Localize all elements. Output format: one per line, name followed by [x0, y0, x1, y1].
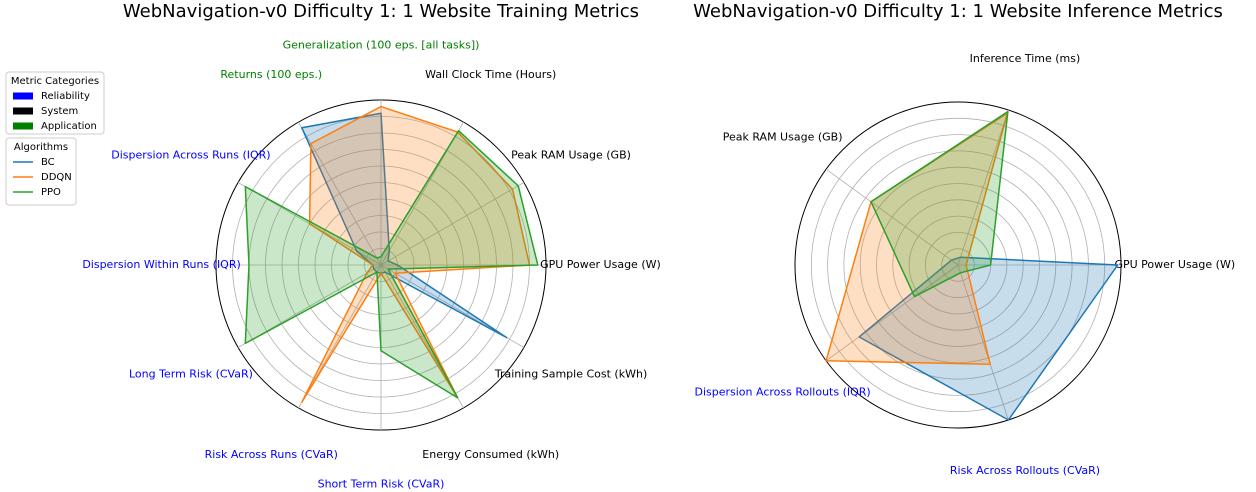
axis-label: Training Sample Cost (kWh): [494, 368, 647, 381]
legend-box: [5, 71, 105, 135]
axis-label: Energy Consumed (kWh): [422, 448, 559, 461]
radar-area: [825, 112, 1009, 365]
axis-label: Peak RAM Usage (GB): [511, 148, 631, 161]
axis-label: GPU Power Usage (W): [1114, 258, 1235, 271]
axis-label: Short Term Risk (CVaR): [318, 477, 445, 490]
axis-label: Generalization (100 eps. [all tasks]): [283, 39, 480, 52]
legend-label: System: [41, 106, 78, 117]
legend-title: Algorithms: [14, 142, 68, 153]
legend-swatch: [13, 92, 33, 100]
chart-title: WebNavigation-v0 Difficulty 1: 1 Website…: [693, 1, 1223, 22]
axis-label: Wall Clock Time (Hours): [425, 68, 556, 81]
axis-label: Risk Across Runs (CVaR): [205, 448, 338, 461]
legend-label: DDQN: [41, 172, 72, 183]
axis-label: Dispersion Across Rollouts (IQR): [694, 385, 870, 398]
axis-label: Dispersion Within Runs (IQR): [82, 258, 240, 271]
legend-label: Reliability: [41, 91, 90, 102]
radar-area: [858, 256, 1119, 421]
spoke: [298, 121, 382, 266]
legend-swatch: [13, 107, 33, 115]
radar-area: [244, 129, 539, 399]
radar-area: [870, 110, 1009, 298]
axis-label: Long Term Risk (CVaR): [129, 368, 253, 381]
chart-title: WebNavigation-v0 Difficulty 1: 1 Website…: [123, 1, 639, 22]
axis-label: Peak RAM Usage (GB): [723, 131, 843, 144]
legend-label: Application: [41, 121, 97, 132]
spoke: [957, 109, 1009, 266]
axis-label: GPU Power Usage (W): [540, 258, 661, 271]
spoke: [380, 182, 525, 266]
spoke: [957, 264, 1009, 421]
spoke: [825, 264, 959, 362]
spoke: [825, 168, 959, 266]
legend-label: PPO: [41, 187, 61, 198]
axis-label: Risk Across Rollouts (CVaR): [950, 464, 1100, 477]
legend-label: BC: [41, 157, 55, 168]
legend-title: Metric Categories: [11, 76, 99, 87]
legend-swatch: [13, 122, 33, 130]
axis-label: Returns (100 eps.): [220, 68, 322, 81]
axis-label: Dispersion Across Runs (IQR): [111, 148, 270, 161]
axis-label: Inference Time (ms): [970, 52, 1081, 65]
legend-box: [5, 137, 77, 206]
